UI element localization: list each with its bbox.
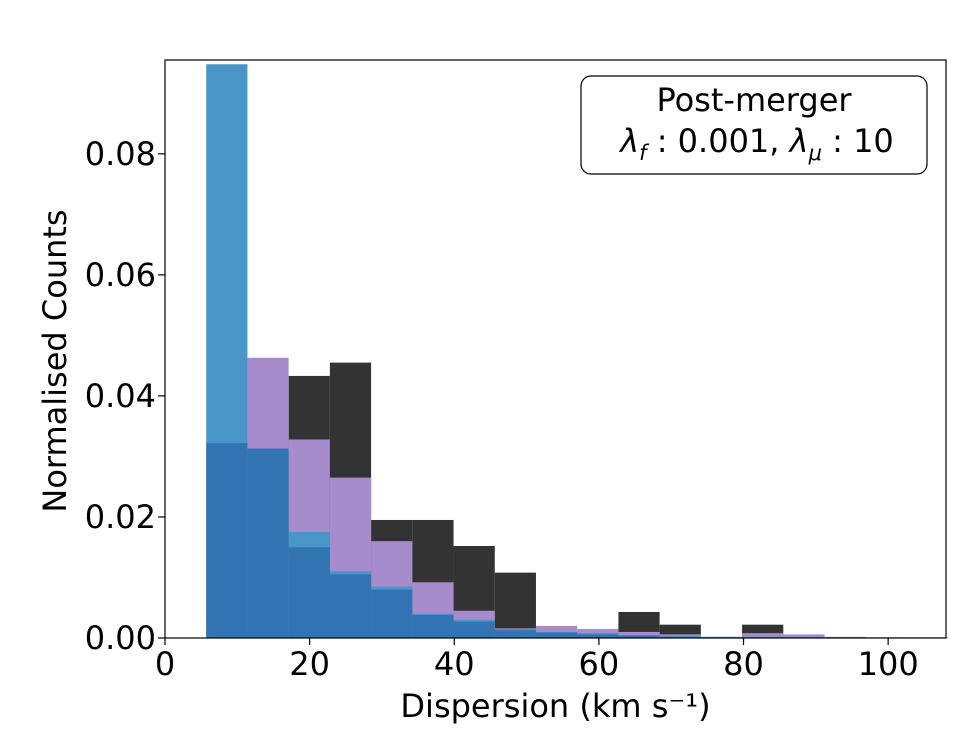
histogram-bar: [494, 630, 536, 638]
histogram-bar: [577, 634, 619, 638]
histogram-bar: [288, 547, 330, 638]
y-tick-label: 0.00: [85, 619, 156, 657]
histogram-bar: [700, 636, 743, 638]
histogram-bar: [247, 448, 289, 638]
lambda-f-value: : 0.001,: [647, 122, 790, 160]
y-tick-label: 0.08: [85, 135, 156, 173]
lambda-mu-subscript: μ: [808, 141, 822, 165]
histogram-bar: [618, 635, 660, 638]
x-tick-label: 80: [723, 645, 764, 683]
histogram-bar: [329, 574, 372, 638]
y-tick-label: 0.04: [85, 377, 156, 415]
x-tick-label: 20: [289, 645, 330, 683]
histogram-bar: [535, 632, 578, 638]
lambda-mu-value: : 10: [822, 122, 894, 160]
histogram-bars: [206, 64, 949, 639]
histogram-bar: [453, 621, 495, 638]
x-tick-label: 60: [579, 645, 620, 683]
x-tick-label: 0: [155, 645, 175, 683]
x-tick-label: 100: [858, 645, 919, 683]
y-axis-label: Normalised Counts: [36, 209, 74, 512]
histogram-bar: [206, 443, 248, 638]
annotation-box-frame: [580, 75, 928, 175]
histogram-bar: [412, 615, 454, 638]
histogram-bar: [783, 636, 825, 638]
histogram-bar: [742, 636, 784, 638]
lambda-f-subscript: f: [639, 141, 650, 165]
annotation-box: Post-merger λf : 0.001, λμ : 10: [580, 75, 928, 175]
lambda-mu-symbol: λ: [788, 122, 809, 160]
y-axis-ticks: 0.00 0.02 0.04 0.06 0.08: [85, 135, 165, 657]
y-tick-label: 0.06: [85, 256, 156, 294]
plot-frame: [164, 59, 947, 639]
histogram-bar: [371, 589, 413, 638]
histogram-bar: [783, 634, 825, 638]
x-axis-label: Dispersion (km s⁻¹): [400, 687, 710, 725]
histogram-bar: [742, 633, 784, 638]
histogram-series-4: [206, 443, 701, 638]
x-tick-label: 40: [434, 645, 475, 683]
y-tick-label: 0.02: [85, 498, 156, 536]
annotation-title: Post-merger: [656, 81, 852, 119]
histogram-bar: [494, 572, 536, 638]
lambda-f-symbol: λ: [618, 122, 639, 160]
annotation-parameters: λf : 0.001, λμ : 10: [618, 122, 894, 165]
x-axis-ticks: 0 20 40 60 80 100: [155, 638, 919, 683]
histogram-bar: [659, 636, 701, 638]
